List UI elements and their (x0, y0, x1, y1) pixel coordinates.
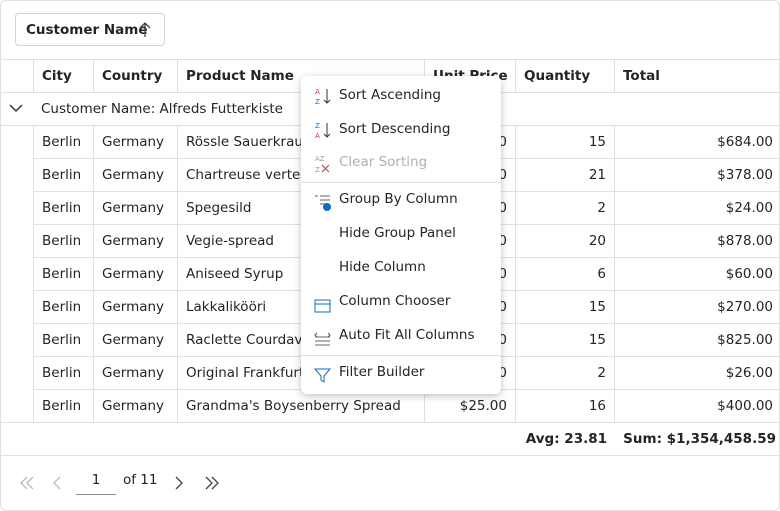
svg-text:AZ: AZ (315, 155, 325, 163)
grid-cell: Germany (94, 290, 178, 324)
column-header[interactable]: City (34, 59, 94, 93)
grid-cell: $270.00 (615, 290, 779, 324)
group-chip[interactable]: Customer Name (15, 13, 165, 46)
indent-header (1, 59, 34, 93)
menu-item[interactable]: Auto Fit All Columns (339, 327, 475, 343)
summary-sum: Sum: $1,354,458.59 (623, 430, 776, 447)
summary-avg: Avg: 23.81 (525, 430, 607, 447)
menu-item[interactable]: Sort Ascending (339, 87, 441, 103)
sort-arrow (139, 22, 151, 37)
menu-separator (301, 182, 501, 183)
grid-cell: Berlin (34, 158, 94, 192)
grid-cell: Berlin (34, 290, 94, 324)
indent-cell (1, 158, 34, 191)
menu-item[interactable]: Filter Builder (339, 364, 425, 380)
grid-cell: Berlin (34, 191, 94, 225)
page-count: of 11 (123, 472, 158, 488)
page-input[interactable]: 1 (76, 469, 116, 495)
grid-cell: 2 (516, 356, 615, 390)
indent-cell (1, 191, 34, 224)
grid-cell: Germany (94, 389, 178, 423)
group-chip-label: Customer Name (26, 22, 148, 38)
menu-item[interactable]: Hide Group Panel (339, 225, 456, 241)
indent-cell (1, 323, 34, 356)
indent-cell (1, 290, 34, 323)
column-header[interactable]: Quantity (516, 59, 615, 93)
menu-item: Clear Sorting (339, 154, 428, 170)
grid-cell: 6 (516, 257, 615, 291)
menu-item[interactable]: Sort Descending (339, 121, 451, 137)
grid-cell: $825.00 (615, 323, 779, 357)
grid-cell: $25.00 (425, 389, 516, 423)
grid-cell: Germany (94, 125, 178, 159)
menu-separator (301, 355, 501, 356)
grid-cell: 15 (516, 323, 615, 357)
grid-cell: 15 (516, 125, 615, 159)
grid-cell: Berlin (34, 224, 94, 258)
grid-cell: Berlin (34, 356, 94, 390)
grid-cell: 15 (516, 290, 615, 324)
grid-cell: Berlin (34, 125, 94, 159)
grid-cell: Berlin (34, 389, 94, 423)
grid-cell: 16 (516, 389, 615, 423)
grid-cell: $684.00 (615, 125, 779, 159)
svg-text:Z: Z (315, 98, 320, 106)
menu-item[interactable]: Column Chooser (339, 293, 451, 309)
grid-cell: Grandma's Boysenberry Spread (178, 389, 425, 423)
grid-cell: $26.00 (615, 356, 779, 390)
grid-cell: Berlin (34, 257, 94, 291)
summary-row (1, 422, 779, 456)
svg-text:Z: Z (315, 122, 320, 130)
indent-cell (1, 257, 34, 290)
grid-cell: Germany (94, 158, 178, 192)
indent-cell (1, 125, 34, 158)
grid-cell: $24.00 (615, 191, 779, 225)
menu-item[interactable]: Hide Column (339, 259, 426, 275)
grid-cell: 21 (516, 158, 615, 192)
svg-text:A: A (315, 132, 320, 140)
collapse-icon[interactable] (9, 103, 23, 113)
indent-cell (1, 389, 34, 422)
pager: 1 of 11 (1, 455, 779, 510)
pager-buttons (20, 476, 219, 490)
grid-cell: 2 (516, 191, 615, 225)
column-header[interactable]: Total (615, 59, 779, 93)
column-header[interactable]: Country (94, 59, 178, 93)
grid-cell: Germany (94, 257, 178, 291)
menu-item[interactable]: Group By Column (339, 191, 458, 207)
grid-cell: $60.00 (615, 257, 779, 291)
grid-cell: Germany (94, 323, 178, 357)
grid-cell: $400.00 (615, 389, 779, 423)
grid-cell: $878.00 (615, 224, 779, 258)
svg-text:Z: Z (315, 166, 320, 174)
svg-text:A: A (315, 88, 320, 96)
indent-cell (1, 356, 34, 389)
grid-cell: Berlin (34, 323, 94, 357)
grid-cell: Germany (94, 191, 178, 225)
grid-cell: Germany (94, 224, 178, 258)
grid-cell: 20 (516, 224, 615, 258)
grid-cell: $378.00 (615, 158, 779, 192)
menu-icons: AZ ZA AZZ (313, 88, 332, 383)
indent-cell (1, 224, 34, 257)
grid-cell: Germany (94, 356, 178, 390)
